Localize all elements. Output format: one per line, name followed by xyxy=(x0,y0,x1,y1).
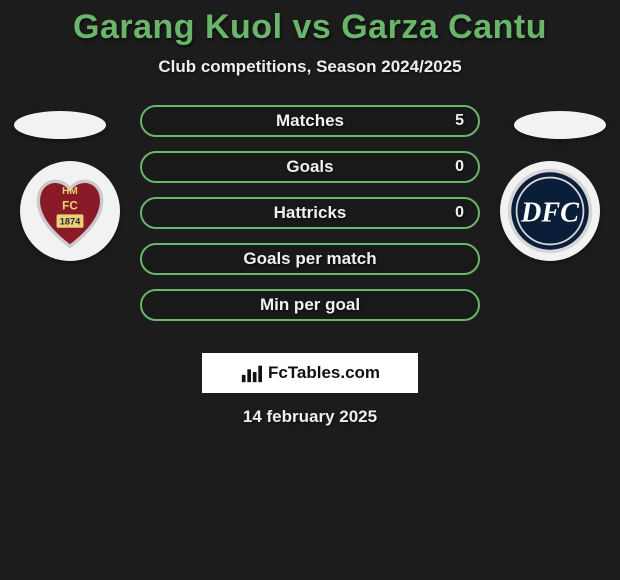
source-logo: FcTables.com xyxy=(202,353,418,393)
page-subtitle: Club competitions, Season 2024/2025 xyxy=(0,57,620,77)
svg-text:DFC: DFC xyxy=(520,198,580,229)
stat-bar-goals: Goals 0 xyxy=(140,151,480,183)
stat-label: Goals xyxy=(286,157,333,177)
hearts-crest-icon: HM FC 1874 xyxy=(28,169,112,253)
svg-text:HM: HM xyxy=(62,186,78,197)
stat-label: Min per goal xyxy=(260,295,360,315)
dundee-crest-icon: DFC xyxy=(506,167,594,255)
main-area: HM FC 1874 DFC Matches 5 Goals 0 xyxy=(0,105,620,345)
stat-label: Matches xyxy=(276,111,344,131)
svg-text:FC: FC xyxy=(62,199,78,212)
club-crest-right: DFC xyxy=(500,161,600,261)
stat-bar-goals-per-match: Goals per match xyxy=(140,243,480,275)
player-right-ellipse xyxy=(514,111,606,139)
stat-label: Hattricks xyxy=(274,203,347,223)
bar-chart-icon xyxy=(240,362,262,384)
svg-text:1874: 1874 xyxy=(60,216,81,226)
stat-bar-min-per-goal: Min per goal xyxy=(140,289,480,321)
stat-value-right: 0 xyxy=(455,204,464,222)
player-left-ellipse xyxy=(14,111,106,139)
stat-bars: Matches 5 Goals 0 Hattricks 0 Goals per … xyxy=(140,105,480,335)
date-label: 14 february 2025 xyxy=(0,407,620,427)
source-logo-text: FcTables.com xyxy=(268,363,380,383)
comparison-card: Garang Kuol vs Garza Cantu Club competit… xyxy=(0,0,620,427)
stat-value-right: 0 xyxy=(455,158,464,176)
stat-value-right: 5 xyxy=(455,112,464,130)
stat-bar-hattricks: Hattricks 0 xyxy=(140,197,480,229)
stat-bar-matches: Matches 5 xyxy=(140,105,480,137)
stat-label: Goals per match xyxy=(243,249,376,269)
club-crest-left: HM FC 1874 xyxy=(20,161,120,261)
page-title: Garang Kuol vs Garza Cantu xyxy=(0,8,620,47)
